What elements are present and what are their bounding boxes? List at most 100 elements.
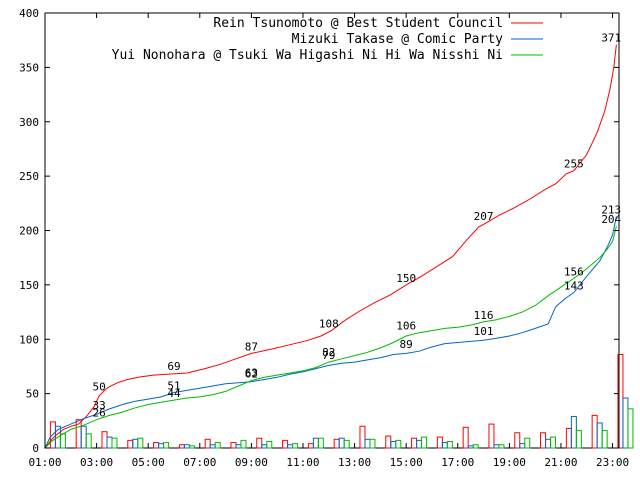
bar [111, 437, 118, 449]
x-tick-label: 07:00 [183, 456, 216, 469]
bar [467, 445, 474, 449]
bar [292, 443, 299, 449]
x-tick-label: 19:00 [493, 456, 526, 469]
bar [317, 437, 324, 449]
bar [204, 438, 211, 449]
data-label: 87 [245, 340, 258, 353]
bar [550, 436, 557, 449]
bar [282, 439, 289, 449]
data-labels-layer: 50 69 87 108 150 207 255 371 33 51 63 79 89 101 143 213… [93, 32, 622, 420]
x-tick-label: 15:00 [390, 456, 423, 469]
y-tick-label: 300 [19, 116, 39, 129]
bar [137, 437, 144, 449]
bar [472, 444, 479, 449]
bar [188, 445, 195, 449]
bar [359, 425, 366, 449]
data-label: 204 [601, 213, 621, 226]
legend: Rein Tsunomoto @ Best Student CouncilMiz… [112, 16, 543, 63]
data-label: 50 [93, 381, 106, 394]
data-label: 82 [322, 346, 335, 359]
bar [565, 427, 572, 449]
bar [209, 444, 216, 449]
bar [59, 433, 66, 449]
bar [570, 415, 577, 449]
data-label: 150 [396, 272, 416, 285]
bar [385, 435, 392, 449]
data-label: 69 [167, 360, 180, 373]
x-tick-label: 11:00 [286, 456, 319, 469]
bar [158, 443, 165, 449]
y-tick-label: 100 [19, 333, 39, 346]
data-label: 143 [564, 279, 584, 292]
y-tick-label: 250 [19, 170, 39, 183]
bar [493, 444, 500, 449]
bar [153, 442, 160, 449]
x-tick-label: 21:00 [544, 456, 577, 469]
bar [163, 442, 170, 449]
series-line-3 [44, 226, 617, 449]
bar [591, 414, 598, 449]
bar [127, 439, 134, 449]
data-label: 79 [322, 349, 335, 362]
data-label: 207 [474, 210, 494, 223]
x-tick-label: 13:00 [338, 456, 371, 469]
bar [287, 444, 294, 449]
bar [178, 444, 185, 449]
x-tick-label: 23:00 [596, 456, 629, 469]
bar [364, 438, 371, 449]
bar [622, 397, 629, 449]
lines-layer [44, 44, 617, 449]
bar [462, 426, 469, 449]
bar [575, 430, 582, 449]
bar [540, 432, 547, 449]
x-tick-label: 03:00 [80, 456, 113, 469]
data-label: 26 [93, 407, 106, 420]
bar [421, 436, 428, 449]
bar [235, 444, 242, 449]
data-label: 371 [601, 32, 621, 45]
data-label: 89 [400, 338, 413, 351]
y-tick-label: 150 [19, 279, 39, 292]
data-label: 116 [474, 309, 494, 322]
y-tick-label: 200 [19, 225, 39, 238]
y-tick-label: 50 [26, 388, 39, 401]
data-label: 108 [319, 318, 339, 331]
bar [261, 444, 268, 449]
bar [411, 437, 418, 449]
x-tick-label: 17:00 [441, 456, 474, 469]
x-tick-label: 05:00 [132, 456, 165, 469]
data-label: 213 [601, 203, 621, 216]
axis-ticks-layer: 0 50 100 150 200 250 300 350 400 01:00 03:00 05:00 0… [19, 7, 629, 469]
bar [514, 432, 521, 449]
bar [395, 439, 402, 449]
series-line-2 [44, 216, 617, 449]
x-tick-label: 01:00 [28, 456, 61, 469]
bar [307, 443, 314, 449]
y-tick-label: 400 [19, 7, 39, 20]
bar [416, 439, 423, 449]
bar [214, 442, 221, 449]
bar [256, 437, 263, 449]
bar [601, 430, 608, 449]
bar [132, 438, 139, 449]
bar [106, 436, 113, 449]
plot-frame [44, 12, 620, 449]
bar [627, 408, 634, 449]
data-label: 156 [564, 265, 584, 278]
bar [488, 423, 495, 449]
bar [343, 439, 350, 449]
bar [441, 442, 448, 449]
data-label: 62 [245, 368, 258, 381]
bar [338, 437, 345, 449]
bar [80, 425, 87, 449]
bar [369, 438, 376, 449]
y-tick-label: 0 [32, 442, 39, 455]
bars-layer [49, 353, 634, 449]
legend-label-1: Rein Tsunomoto @ Best Student Council [213, 16, 503, 31]
data-label: 106 [396, 320, 416, 333]
bar [240, 439, 247, 449]
data-label: 101 [474, 325, 494, 338]
series-line-1 [44, 44, 617, 449]
bar [85, 433, 92, 449]
